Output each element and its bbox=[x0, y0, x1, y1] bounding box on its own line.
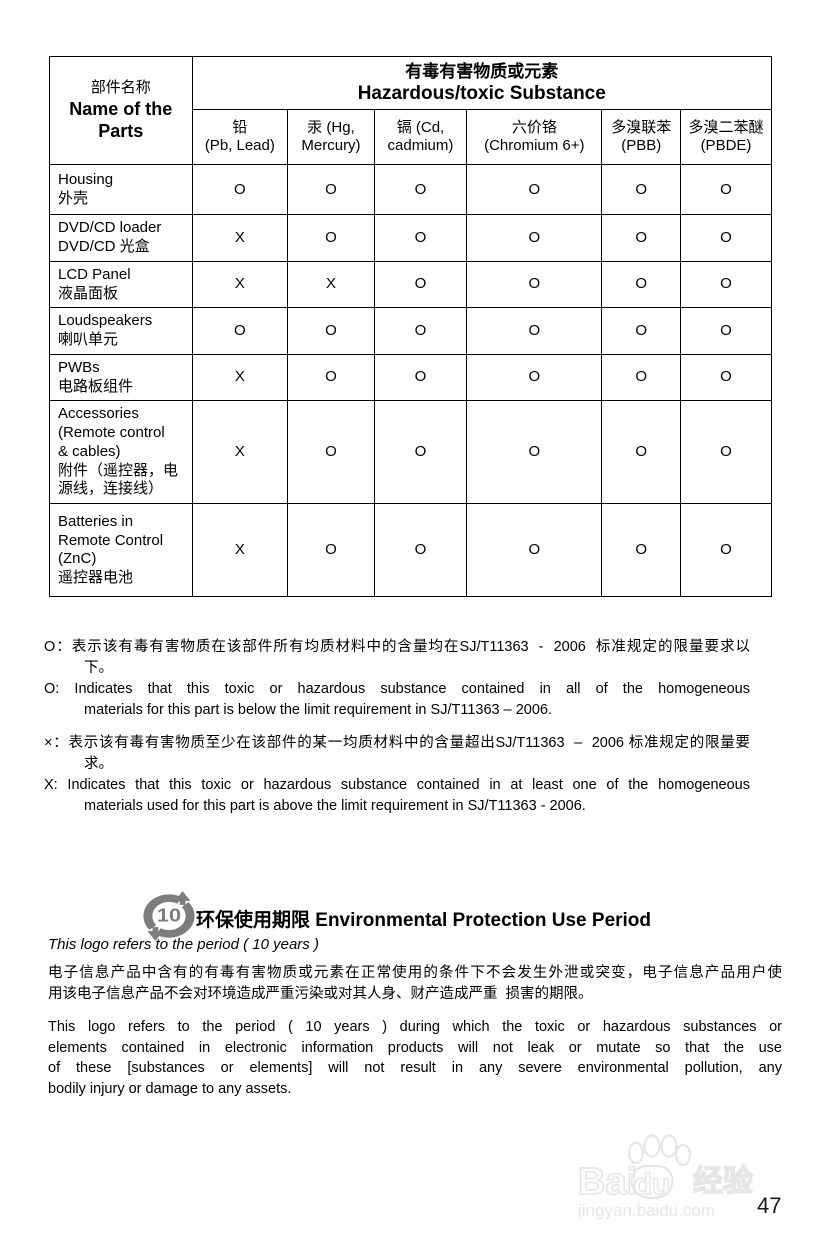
svg-text:jingyan.baidu.com: jingyan.baidu.com bbox=[578, 1201, 715, 1220]
svg-text:Bai: Bai bbox=[578, 1161, 637, 1203]
svg-text:du: du bbox=[634, 1168, 671, 1201]
svg-text:经验: 经验 bbox=[693, 1164, 753, 1198]
svg-text:10: 10 bbox=[157, 906, 181, 926]
